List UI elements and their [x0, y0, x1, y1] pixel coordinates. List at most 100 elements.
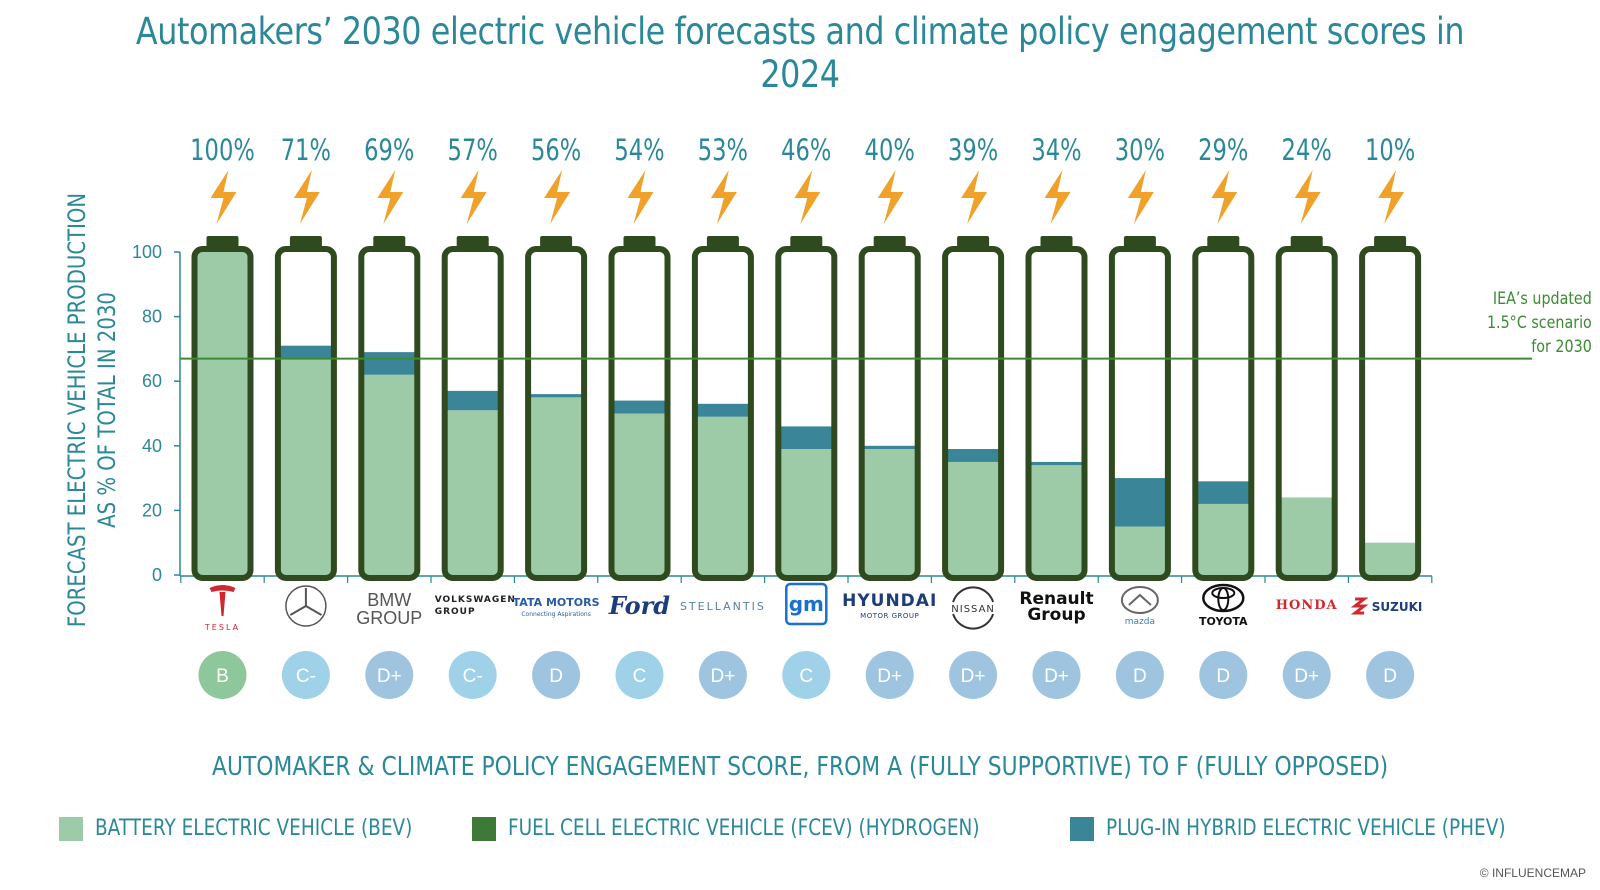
logo-text-toyota: TOYOTA: [1199, 615, 1248, 628]
bar-segment-bev: [611, 413, 668, 575]
total-label: 39%: [948, 134, 998, 167]
battery-outline: [191, 246, 254, 581]
lightning-icon: [544, 170, 571, 224]
logo-text-mazda: mazda: [1125, 617, 1155, 627]
bar-segment-bev: [694, 416, 751, 575]
score-badge: [281, 651, 330, 699]
logo-text-volkswagen: VOLKSWAGEN: [435, 595, 516, 605]
lightning-icon: [794, 170, 821, 224]
bar-segment-phev: [361, 352, 418, 375]
bar-segment-phev: [945, 449, 1002, 462]
logo-text-tesla: TESLA: [204, 623, 240, 632]
total-label: 57%: [448, 134, 498, 167]
score-label: D+: [1044, 666, 1069, 687]
score-label: C-: [463, 666, 483, 687]
logo-text-renault: Renault: [1019, 589, 1093, 609]
total-label: 34%: [1031, 134, 1081, 167]
lightning-icon: [961, 170, 988, 224]
total-label: 100%: [190, 134, 255, 167]
battery-cap: [1123, 236, 1156, 248]
battery-cap: [289, 236, 322, 248]
score-badge: [615, 651, 664, 699]
score-badge: [365, 651, 414, 699]
lightning-icon: [1044, 170, 1071, 224]
bar-segment-phev: [1028, 461, 1085, 466]
bar-segment-phev: [611, 400, 668, 414]
battery-cap: [1290, 236, 1323, 248]
lightning-icon: [210, 170, 237, 224]
logo-text-nissan: NISSAN: [951, 604, 995, 615]
bar-segment-phev: [444, 390, 501, 411]
battery-outline: [858, 246, 921, 581]
bar-segment-bev: [861, 449, 918, 575]
legend-swatch-fcev: [472, 816, 497, 841]
mercedes-star-arm: [289, 605, 307, 616]
battery-cap: [623, 236, 656, 248]
reference-annotation-line-3: for 2030: [1531, 337, 1592, 357]
battery-outline: [358, 246, 421, 581]
total-label: 24%: [1282, 134, 1332, 167]
mazda-logo-wing: [1128, 593, 1152, 606]
total-label: 10%: [1365, 134, 1415, 167]
total-label: 46%: [781, 134, 831, 167]
logo-text-tata: TATA MOTORS: [513, 596, 600, 609]
bar-segment-phev: [1111, 478, 1168, 527]
bar-segment-bev: [361, 374, 418, 575]
y-tick-label: 100: [132, 242, 162, 262]
score-label: D: [1383, 666, 1397, 687]
bar-segment-phev: [778, 426, 835, 450]
y-tick-label: 60: [142, 371, 162, 391]
score-label: D+: [1294, 666, 1319, 687]
y-axis-label-line-2: AS % OF TOTAL IN 2030: [93, 292, 121, 528]
bar-segment-bev: [1028, 465, 1085, 575]
battery-outline: [775, 246, 838, 581]
battery-cap: [1040, 236, 1073, 248]
score-badge: [448, 651, 497, 699]
score-badge: [1199, 651, 1248, 699]
y-axis-label-line-1: FORECAST ELECTRIC VEHICLE PRODUCTION: [63, 192, 91, 628]
bar-segment-bev: [194, 252, 251, 575]
score-label: C-: [296, 666, 316, 687]
score-label: B: [216, 666, 229, 687]
total-label: 53%: [698, 134, 748, 167]
bar-segment-phev: [694, 403, 751, 417]
battery-outline: [525, 246, 588, 581]
bar-segment-phev: [528, 394, 585, 398]
logo-text-suzuki: SUZUKI: [1372, 600, 1423, 614]
bar-segment-phev: [861, 445, 918, 450]
bar-segment-bev: [1362, 542, 1419, 575]
gm-logo-icon: [785, 582, 828, 626]
lightning-icon: [377, 170, 404, 224]
logo-text-bmw-group: GROUP: [356, 608, 422, 628]
battery-cap: [206, 236, 239, 248]
x-axis-label-text: AUTOMAKER & CLIMATE POLICY ENGAGEMENT SC…: [211, 752, 1389, 782]
legend-item-bev: BATTERY ELECTRIC VEHICLE (BEV): [58, 816, 433, 841]
battery-cap: [873, 236, 906, 248]
total-label: 56%: [531, 134, 581, 167]
toyota-logo-ring: [1211, 587, 1236, 599]
y-tick-label: 40: [142, 436, 162, 456]
mercedes-star-arm: [305, 605, 322, 616]
suzuki-logo-icon: [1350, 597, 1369, 615]
battery-outline: [1275, 246, 1338, 581]
x-axis-label: AUTOMAKER & CLIMATE POLICY ENGAGEMENT SC…: [0, 752, 1600, 782]
nissan-logo-arc-top: [952, 586, 995, 603]
legend-swatch-phev: [1069, 816, 1094, 841]
total-label: 69%: [364, 134, 414, 167]
score-badge: [1115, 651, 1164, 699]
score-badge: [1366, 651, 1415, 699]
battery-outline: [1025, 246, 1088, 581]
lightning-icon: [1378, 170, 1405, 224]
battery-cap: [1374, 236, 1407, 248]
battery-cap: [957, 236, 990, 248]
score-badge: [198, 651, 247, 699]
battery-outline: [441, 246, 504, 581]
score-badge: [865, 651, 914, 699]
score-badge: [1032, 651, 1081, 699]
legend-label-fcev: FUEL CELL ELECTRIC VEHICLE (FCEV) (HYDRO…: [508, 816, 980, 841]
score-label: D: [549, 666, 563, 687]
legend: BATTERY ELECTRIC VEHICLE (BEV) FUEL CELL…: [0, 816, 1600, 841]
lightning-icon: [1211, 170, 1238, 224]
battery-cap: [1207, 236, 1240, 248]
logo-text-hyundai-group: MOTOR GROUP: [860, 612, 919, 620]
